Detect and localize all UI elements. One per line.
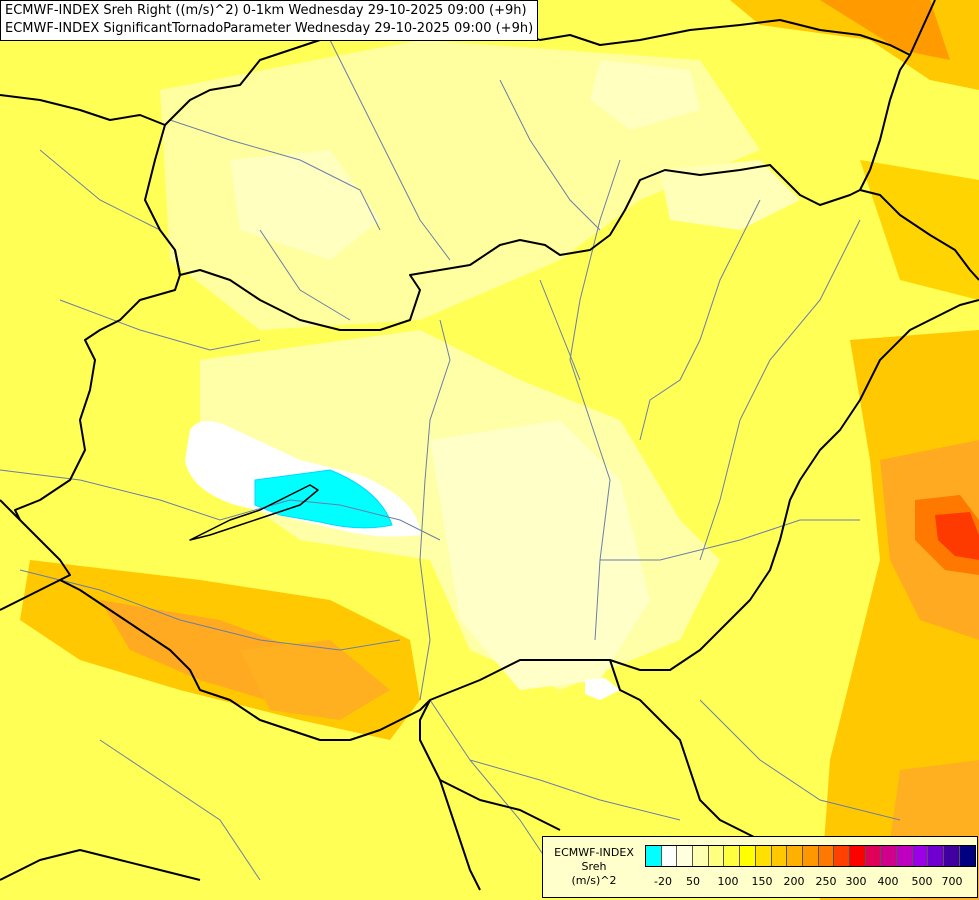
legend-swatch [755,846,772,866]
legend-swatch [771,846,788,866]
title-line-sreh: ECMWF-INDEX Sreh Right ((m/s)^2) 0-1km W… [5,3,527,18]
legend-tick-label: 100 [717,875,739,888]
legend-tick-label: 150 [751,875,773,888]
legend-swatches [645,845,977,867]
legend-title-line-3: (m/s)^2 [571,874,617,887]
legend-tick-label: 500 [911,875,933,888]
rivers [0,39,901,881]
map-title-box: ECMWF-INDEX Sreh Right ((m/s)^2) 0-1km W… [0,0,539,41]
legend-tick-label: 200 [783,875,805,888]
legend-ticks: -20 50 100 150 200 250 300 400 500 700 [645,875,975,889]
cyan-zone [254,469,393,529]
legend-title-line-2: Sreh [581,860,607,873]
legend-swatch [708,846,725,866]
legend-swatch [818,846,835,866]
legend-swatch [912,846,929,866]
legend-swatch [724,846,741,866]
legend-swatch [834,846,850,866]
legend-swatch [740,846,756,866]
legend-swatch [944,846,960,866]
legend-tick-label: 700 [941,875,963,888]
legend-swatch [693,846,709,866]
legend-tick-label: 400 [877,875,899,888]
legend-swatch [802,846,819,866]
legend-swatch [646,846,662,866]
legend-swatch [959,846,976,866]
legend-tick-label: 300 [845,875,867,888]
legend-swatch [865,846,882,866]
legend-swatch [897,846,913,866]
title-line-stp: ECMWF-INDEX SignificantTornadoParameter … [5,21,534,36]
legend-tick-label: -20 [654,875,672,888]
legend-swatch [787,846,803,866]
legend-title: ECMWF-INDEX Sreh (m/s)^2 [547,846,641,888]
legend-title-line-1: ECMWF-INDEX [554,846,634,859]
legend-swatch [928,846,945,866]
color-legend: ECMWF-INDEX Sreh (m/s)^2 -20 50 100 150 200 2… [542,836,978,898]
legend-swatch [849,846,866,866]
legend-tick-label: 250 [815,875,837,888]
legend-swatch [661,846,678,866]
legend-tick-label: 50 [686,875,700,888]
legend-swatch [677,846,694,866]
legend-swatch [881,846,897,866]
